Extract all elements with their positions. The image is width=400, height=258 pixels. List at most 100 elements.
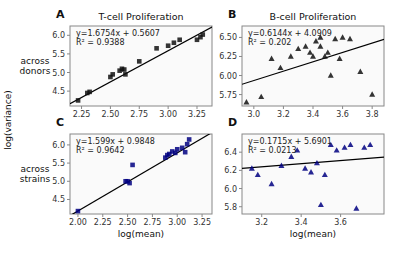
x-tick-label: 3.4 xyxy=(307,110,320,119)
point xyxy=(130,163,135,168)
x-tick-label: 2.25 xyxy=(73,110,91,119)
x-tick-label: 3.6 xyxy=(336,110,349,119)
panel-title: B-cell Proliferation xyxy=(270,11,357,22)
y-tick-label: 5.8 xyxy=(224,203,237,212)
point xyxy=(340,34,346,39)
x-tick xyxy=(110,106,111,109)
point xyxy=(185,142,190,147)
equation: y=0.1715x + 5.6901 xyxy=(248,137,332,146)
x-tick xyxy=(77,214,78,217)
y-tick-label: 5.5 xyxy=(52,159,65,168)
y-tick xyxy=(239,152,242,153)
point xyxy=(361,144,367,149)
panel: 3.23.43.65.86.06.26.4y=0.1715x + 5.6901R… xyxy=(224,116,384,239)
point xyxy=(110,72,115,77)
equation: R² = 0.9642 xyxy=(76,146,125,155)
y-tick-label: 4.5 xyxy=(52,87,65,96)
x-tick-label: 2.75 xyxy=(130,110,148,119)
panel: 2.002.252.502.753.003.254.55.05.56.0y=1.… xyxy=(52,116,212,239)
regression-line xyxy=(70,134,212,214)
panel: 2.252.502.753.003.254.55.05.56.0y=1.6754… xyxy=(52,8,212,119)
y-tick xyxy=(67,72,70,73)
point xyxy=(87,90,92,95)
equation: R² = 0.0213 xyxy=(248,146,297,155)
x-tick-label: 2.50 xyxy=(102,110,120,119)
x-tick-label: 2.50 xyxy=(119,218,137,227)
plot-area xyxy=(70,27,212,104)
x-tick-label: 3.4 xyxy=(295,218,308,227)
x-tick-label: 3.6 xyxy=(334,218,347,227)
point xyxy=(76,98,81,103)
point xyxy=(123,72,128,77)
point xyxy=(166,43,171,48)
point xyxy=(342,144,348,149)
panel-title: T-cell Proliferation xyxy=(97,11,183,22)
point xyxy=(277,65,283,70)
point xyxy=(367,142,373,147)
y-tick-label: 5.75 xyxy=(219,91,237,100)
panel-label: B xyxy=(228,8,236,21)
point xyxy=(314,160,320,165)
point xyxy=(347,142,353,147)
x-tick xyxy=(283,106,284,109)
x-tick xyxy=(177,214,178,217)
point xyxy=(369,91,375,96)
point xyxy=(337,56,343,61)
x-axis-label: log(mean) xyxy=(118,229,164,239)
x-tick-label: 3.0 xyxy=(247,110,260,119)
point xyxy=(175,147,180,152)
y-tick xyxy=(67,181,70,182)
plot-frame xyxy=(70,26,212,106)
y-tick-label: 5.0 xyxy=(52,69,65,78)
equation: y=0.6144x + 4.0909 xyxy=(248,29,332,38)
y-tick xyxy=(67,35,70,36)
point xyxy=(303,43,309,48)
x-tick-label: 3.00 xyxy=(159,110,177,119)
row-label: acrossdonors xyxy=(20,56,51,76)
point xyxy=(183,150,188,155)
x-tick xyxy=(340,214,341,217)
y-tick xyxy=(239,94,242,95)
point xyxy=(255,172,261,177)
panel-label: D xyxy=(228,116,237,129)
equation: R² = 0.202 xyxy=(248,38,291,47)
point xyxy=(278,163,284,168)
point xyxy=(127,181,132,186)
point xyxy=(269,56,275,61)
equation: y=1.599x + 0.9848 xyxy=(76,137,155,146)
point xyxy=(258,94,264,99)
x-tick xyxy=(342,106,343,109)
y-tick-label: 5.0 xyxy=(52,177,65,186)
x-axis-label: log(mean) xyxy=(290,229,336,239)
y-tick-label: 6.0 xyxy=(52,31,65,40)
y-tick-label: 6.25 xyxy=(219,52,237,61)
y-tick-label: 5.5 xyxy=(52,50,65,59)
plot-area xyxy=(242,34,384,104)
y-tick-label: 6.50 xyxy=(219,33,237,42)
plot-area xyxy=(242,142,384,211)
plot-area xyxy=(70,134,212,214)
x-tick-label: 2.75 xyxy=(144,218,162,227)
point xyxy=(154,46,159,51)
point xyxy=(122,67,127,72)
x-tick xyxy=(301,214,302,217)
point xyxy=(334,147,340,152)
y-tick-label: 6.2 xyxy=(224,166,237,175)
point xyxy=(172,40,177,45)
x-tick xyxy=(152,214,153,217)
x-tick xyxy=(313,106,314,109)
equation: y=1.6754x + 0.5607 xyxy=(76,29,160,38)
point xyxy=(317,43,323,48)
x-tick xyxy=(202,214,203,217)
panel: 3.03.23.43.63.85.756.006.256.50y=0.6144x… xyxy=(219,8,384,119)
y-tick xyxy=(67,163,70,164)
point xyxy=(332,36,338,41)
point xyxy=(302,165,308,170)
x-tick-label: 2.00 xyxy=(69,218,87,227)
y-tick-label: 4.5 xyxy=(52,195,65,204)
y-tick-label: 6.0 xyxy=(224,185,237,194)
y-tick xyxy=(67,53,70,54)
point xyxy=(347,36,353,41)
y-tick xyxy=(239,170,242,171)
point xyxy=(137,59,142,64)
